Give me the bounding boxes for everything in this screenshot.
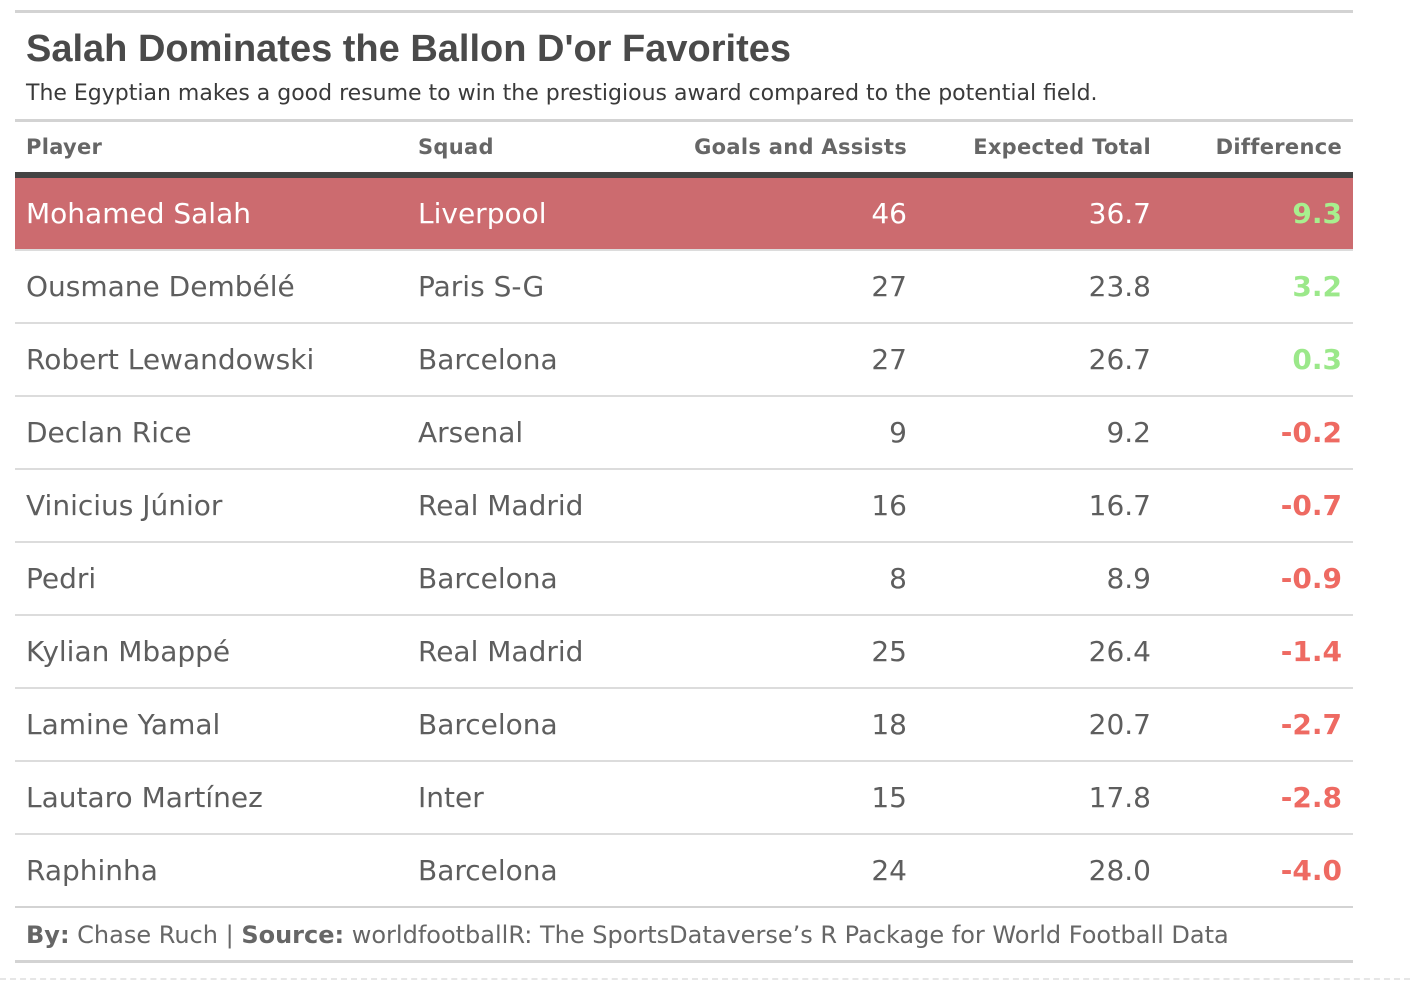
cell-player: Lamine Yamal [15, 687, 407, 761]
cell-player: Vinicius Júnior [15, 468, 407, 542]
table-row: Vinicius Júnior Real Madrid 16 16.7 -0.7 [15, 468, 1353, 542]
footer-source-value: worldfootballR: The SportsDataverse’s R … [344, 921, 1229, 949]
table-subtitle: The Egyptian makes a good resume to win … [26, 81, 1098, 106]
cell-expected-total: 26.4 [918, 614, 1162, 688]
table-row: Ousmane Dembélé Paris S-G 27 23.8 3.2 [15, 249, 1353, 323]
table-row: Pedri Barcelona 8 8.9 -0.9 [15, 541, 1353, 615]
cell-goals-assists: 24 [647, 833, 918, 906]
table-row: Raphinha Barcelona 24 28.0 -4.0 [15, 833, 1353, 906]
column-header-squad: Squad [407, 122, 647, 178]
column-header-expected-total: Expected Total [918, 122, 1162, 178]
cell-player: Pedri [15, 541, 407, 615]
table-body: Mohamed Salah Liverpool 46 36.7 9.3 Ousmane D… [15, 175, 1353, 906]
page-divider [0, 978, 1410, 980]
cell-squad: Real Madrid [407, 614, 647, 688]
footer-by-value: Chase Ruch | [69, 921, 242, 949]
table-row: Declan Rice Arsenal 9 9.2 -0.2 [15, 395, 1353, 469]
cell-squad: Paris S-G [407, 249, 647, 323]
ballon-dor-table: Salah Dominates the Ballon D'or Favorite… [15, 10, 1353, 963]
cell-squad: Barcelona [407, 833, 647, 906]
cell-goals-assists: 18 [647, 687, 918, 761]
cell-player: Declan Rice [15, 395, 407, 469]
table-row: Kylian Mbappé Real Madrid 25 26.4 -1.4 [15, 614, 1353, 688]
cell-player: Ousmane Dembélé [15, 249, 407, 323]
cell-expected-total: 23.8 [918, 249, 1162, 323]
data-table: Player Squad Goals and Assists Expected … [15, 122, 1353, 906]
header-row: Player Squad Goals and Assists Expected … [15, 122, 1353, 178]
cell-player: Mohamed Salah [15, 175, 407, 250]
cell-difference: 3.2 [1162, 249, 1353, 323]
table-heading: Salah Dominates the Ballon D'or Favorite… [15, 13, 1353, 122]
table-title: Salah Dominates the Ballon D'or Favorite… [26, 28, 791, 70]
cell-difference: -2.8 [1162, 760, 1353, 834]
cell-goals-assists: 8 [647, 541, 918, 615]
cell-goals-assists: 15 [647, 760, 918, 834]
cell-squad: Inter [407, 760, 647, 834]
table-row: Lamine Yamal Barcelona 18 20.7 -2.7 [15, 687, 1353, 761]
cell-goals-assists: 25 [647, 614, 918, 688]
cell-difference: -0.9 [1162, 541, 1353, 615]
cell-player: Robert Lewandowski [15, 322, 407, 396]
cell-expected-total: 26.7 [918, 322, 1162, 396]
cell-expected-total: 28.0 [918, 833, 1162, 906]
cell-expected-total: 36.7 [918, 175, 1162, 250]
cell-goals-assists: 27 [647, 322, 918, 396]
cell-difference: -4.0 [1162, 833, 1353, 906]
cell-expected-total: 20.7 [918, 687, 1162, 761]
cell-difference: -2.7 [1162, 687, 1353, 761]
cell-goals-assists: 46 [647, 175, 918, 250]
cell-difference: 9.3 [1162, 175, 1353, 250]
table-row: Lautaro Martínez Inter 15 17.8 -2.8 [15, 760, 1353, 834]
cell-goals-assists: 9 [647, 395, 918, 469]
cell-squad: Real Madrid [407, 468, 647, 542]
cell-goals-assists: 16 [647, 468, 918, 542]
cell-squad: Barcelona [407, 687, 647, 761]
column-header-player: Player [15, 122, 407, 178]
table-footer: By: Chase Ruch | Source: worldfootballR:… [15, 906, 1353, 960]
cell-difference: -0.2 [1162, 395, 1353, 469]
table-row: Mohamed Salah Liverpool 46 36.7 9.3 [15, 175, 1353, 250]
cell-expected-total: 8.9 [918, 541, 1162, 615]
cell-squad: Liverpool [407, 175, 647, 250]
cell-difference: -0.7 [1162, 468, 1353, 542]
cell-difference: 0.3 [1162, 322, 1353, 396]
cell-squad: Barcelona [407, 541, 647, 615]
cell-squad: Arsenal [407, 395, 647, 469]
footer-by-label: By: [26, 921, 70, 949]
cell-squad: Barcelona [407, 322, 647, 396]
cell-player: Lautaro Martínez [15, 760, 407, 834]
footer-source-label: Source: [241, 921, 345, 949]
cell-goals-assists: 27 [647, 249, 918, 323]
column-header-difference: Difference [1162, 122, 1353, 178]
cell-expected-total: 9.2 [918, 395, 1162, 469]
column-header-goals-assists: Goals and Assists [647, 122, 918, 178]
cell-difference: -1.4 [1162, 614, 1353, 688]
table-row: Robert Lewandowski Barcelona 27 26.7 0.3 [15, 322, 1353, 396]
cell-player: Kylian Mbappé [15, 614, 407, 688]
cell-player: Raphinha [15, 833, 407, 906]
cell-expected-total: 16.7 [918, 468, 1162, 542]
cell-expected-total: 17.8 [918, 760, 1162, 834]
